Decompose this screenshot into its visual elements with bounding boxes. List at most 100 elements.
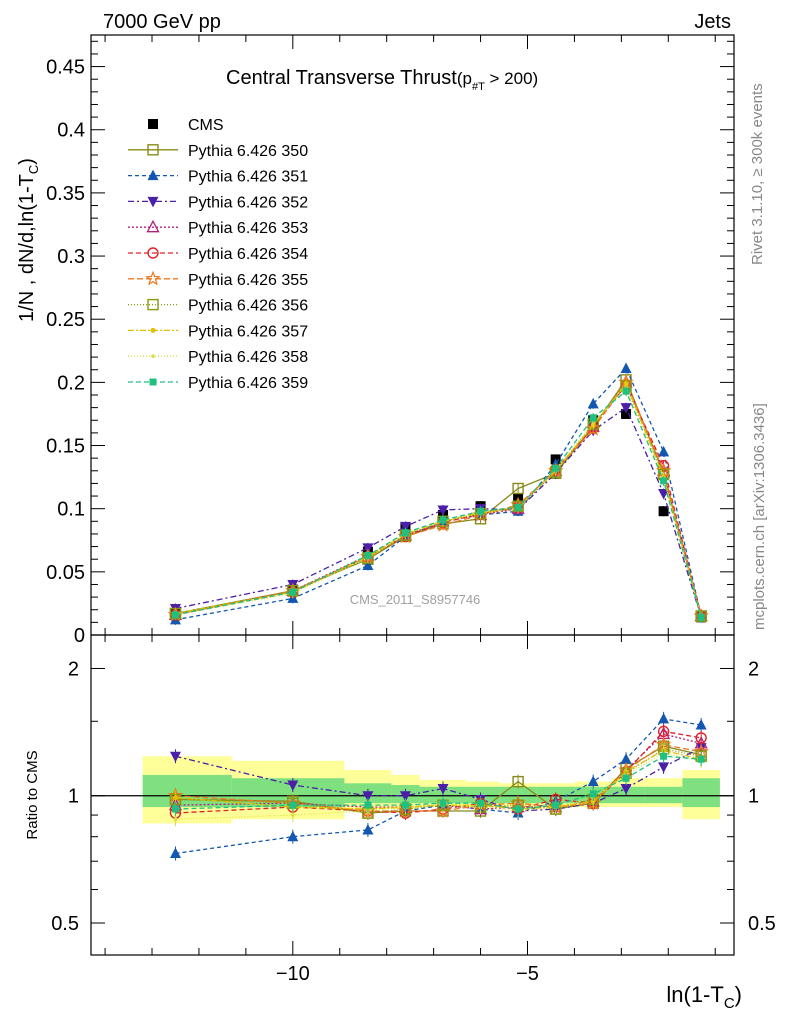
- data-point: [477, 507, 485, 515]
- ratio-data-point: [514, 805, 522, 813]
- data-point: [171, 611, 179, 619]
- data-point: [658, 445, 670, 457]
- uncertainty-band-inner: [611, 786, 645, 804]
- chart-title-sub-tail: > 200): [485, 69, 538, 88]
- ratio-y-tick-label: 1: [68, 786, 79, 808]
- ratio-data-point: [660, 752, 668, 760]
- data-point: [658, 489, 670, 500]
- data-point: [289, 588, 297, 596]
- y-axis-label-tail: ): [16, 158, 38, 165]
- legend-item: Pythia 6.426 358: [128, 349, 308, 366]
- y-axis-label: 1/N , dN/d,ln(1-TC): [16, 158, 41, 322]
- data-point: [591, 420, 595, 425]
- legend-item: Pythia 6.426 357: [128, 323, 308, 340]
- ratio-data-point: [589, 790, 597, 798]
- legend-label: Pythia 6.426 356: [188, 298, 308, 315]
- data-point: [399, 521, 411, 533]
- series-line: [175, 383, 702, 617]
- x-axis-label-main: ln(1-T: [666, 982, 723, 1007]
- ratio-data-point: [287, 780, 299, 792]
- y-tick-label: 0.4: [57, 120, 85, 142]
- legend-marker: [151, 354, 155, 359]
- data-point: [552, 464, 560, 472]
- data-point: [697, 613, 705, 621]
- data-point: [621, 408, 632, 419]
- rivet-version-label: Rivet 3.1.10, ≥ 300k events: [749, 83, 766, 265]
- header-jets-label: Jets: [694, 11, 731, 33]
- legend-item: Pythia 6.426 353: [128, 219, 308, 237]
- data-point: [364, 551, 372, 559]
- legend-marker: [147, 196, 159, 208]
- y-tick-label: 0.2: [57, 372, 85, 394]
- ratio-data-point: [697, 755, 705, 763]
- ratio-data-point: [287, 830, 299, 842]
- legend-marker: [146, 219, 160, 233]
- ratio-series-line: [175, 747, 702, 812]
- ratio-data-point: [362, 823, 374, 835]
- ratio-data-point: [439, 799, 447, 807]
- data-point: [589, 414, 597, 422]
- series-line: [175, 378, 702, 617]
- uncertainty-band-inner: [682, 778, 720, 808]
- chart-title-sub-index: #T: [472, 81, 485, 93]
- x-axis-label-sub: C: [724, 995, 735, 1012]
- legend-item: Pythia 6.426 356: [128, 298, 308, 315]
- data-point: [620, 403, 632, 414]
- ratio-data-point: [620, 784, 632, 795]
- series-line: [175, 390, 702, 618]
- chart-watermark: CMS_2011_S8957746: [350, 592, 481, 607]
- ratio-y-tick-label-right: 0.5: [748, 913, 776, 935]
- ratio-data-point: [695, 718, 707, 730]
- data-point: [622, 387, 630, 395]
- legend-marker: [147, 298, 159, 311]
- legend-label: Pythia 6.426 352: [188, 194, 308, 211]
- ratio-data-point: [658, 762, 670, 773]
- legend-label: Pythia 6.426 355: [188, 272, 308, 289]
- chart-title: Central Transverse Thrust(p#T > 200): [226, 67, 538, 93]
- legend-item: Pythia 6.426 354: [128, 246, 308, 263]
- ratio-data-point: [169, 751, 181, 763]
- legend-item: Pythia 6.426 352: [128, 194, 308, 211]
- legend-label: Pythia 6.426 353: [188, 220, 308, 237]
- ratio-data-point: [512, 775, 524, 788]
- legend-label: Pythia 6.426 359: [188, 375, 308, 392]
- legend-item: CMS: [148, 117, 224, 134]
- series-line: [175, 406, 702, 618]
- ratio-data-point: [172, 795, 178, 801]
- chart-title-main: Central Transverse Thrust: [226, 67, 457, 89]
- ratio-data-point: [289, 801, 297, 809]
- legend-label: Pythia 6.426 354: [188, 246, 308, 263]
- legend-marker: [147, 144, 159, 156]
- chart-title-sub: (p: [457, 69, 472, 88]
- y-tick-label: 0: [74, 625, 85, 647]
- mcplots-source-label: mcplots.cern.ch [arXiv:1306.3436]: [751, 403, 768, 630]
- y-tick-label: 0.35: [46, 183, 85, 205]
- ratio-data-point: [587, 775, 599, 787]
- y-tick-label: 0.45: [46, 57, 85, 79]
- header-energy-label: 7000 GeV pp: [103, 11, 221, 33]
- ratio-data-point: [657, 725, 670, 738]
- data-point: [658, 506, 669, 517]
- series-line: [175, 367, 702, 621]
- series-line: [175, 386, 702, 618]
- y-axis-label-sub: C: [26, 165, 41, 174]
- x-tick-label: −5: [516, 963, 539, 985]
- data-point: [362, 559, 374, 571]
- ratio-series-pythia-6-426-359: [171, 749, 705, 817]
- legend-item: Pythia 6.426 355: [128, 270, 308, 289]
- legend-marker: [148, 119, 158, 129]
- ratio-y-tick-label-right: 2: [748, 658, 759, 680]
- y-tick-label: 0.25: [46, 309, 85, 331]
- legend-item: Pythia 6.426 350: [128, 143, 308, 160]
- data-point: [514, 503, 522, 511]
- ratio-data-point: [552, 801, 560, 809]
- ratio-y-axis-label: Ratio to CMS: [24, 750, 41, 839]
- x-tick-label: −10: [276, 963, 310, 985]
- series-pythia-6-426-351: [169, 362, 707, 625]
- uncertainty-band-inner: [644, 786, 683, 804]
- legend-label: Pythia 6.426 358: [188, 349, 308, 366]
- legend-label: CMS: [188, 117, 224, 134]
- y-tick-label: 0.1: [57, 499, 85, 521]
- data-point: [660, 477, 668, 485]
